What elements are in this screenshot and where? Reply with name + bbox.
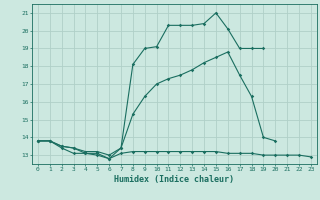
X-axis label: Humidex (Indice chaleur): Humidex (Indice chaleur) [115,175,234,184]
